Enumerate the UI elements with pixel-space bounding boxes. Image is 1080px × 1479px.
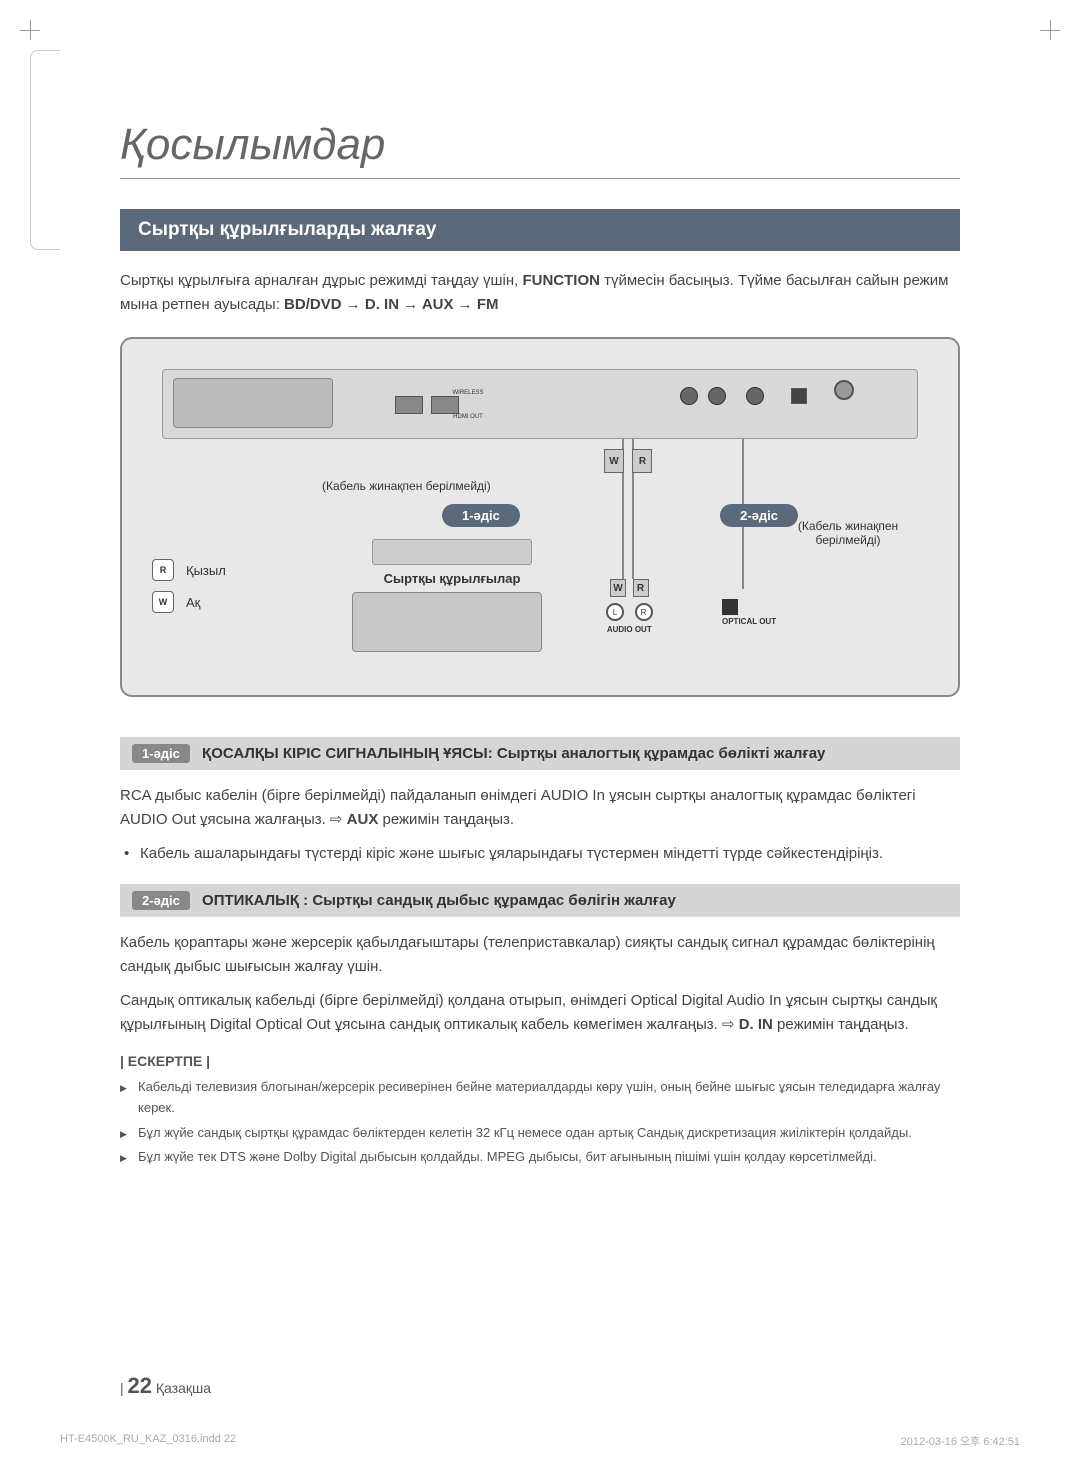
device-rear-panel: WIRELESS HDMI OUT — [162, 369, 918, 439]
right-ports — [677, 380, 897, 430]
cable-note-2: (Кабель жинақпен берілмейді) — [788, 519, 908, 547]
m2-din: D. IN — [739, 1016, 773, 1033]
method2-para1: Кабель қораптары және жерсерік қабылдағы… — [120, 931, 960, 979]
footer-language: Қазақша — [156, 1380, 211, 1396]
out-r: R — [635, 603, 653, 621]
optical-port — [722, 599, 738, 615]
m1-bullet: Кабель ашаларындағы түстерді кіріс және … — [124, 842, 960, 866]
note-list: Кабельді телевизия блогынан/жерсерік рес… — [120, 1077, 960, 1168]
aux-port-w — [680, 387, 698, 405]
optical-out-label: OPTICAL OUT — [722, 617, 776, 626]
m1-text-p2: режимін таңдаңыз. — [378, 811, 514, 828]
method1-pill-inline: 1-әдіс — [132, 744, 190, 763]
wr-row2: W R — [602, 579, 657, 597]
optical-out-block: OPTICAL OUT — [722, 599, 776, 626]
intro-part1: Сыртқы құрылғыға арналған дұрыс режимді … — [120, 272, 522, 289]
wr2-r: R — [633, 579, 649, 597]
method2-pill-inline: 2-әдіс — [132, 891, 190, 910]
legend-red-label: Қызыл — [186, 563, 226, 578]
wr2-w: W — [610, 579, 626, 597]
cable-note2-line1: (Кабель жинақпен — [798, 519, 898, 533]
note-item-2: Бұл жүйе тек DTS және Dolby Digital дыбы… — [120, 1147, 960, 1168]
aux-port-r — [708, 387, 726, 405]
legend-w-badge: W — [152, 591, 174, 613]
print-file: HT-E4500K_RU_KAZ_0316.indd 22 — [60, 1433, 236, 1449]
lr-circles: L R — [602, 603, 657, 621]
video-out-port — [746, 387, 764, 405]
print-time: 2012-03-16 오후 6:42:51 — [901, 1433, 1020, 1449]
m1-aux: AUX — [347, 811, 379, 828]
lan-port — [431, 396, 459, 414]
legend-white-row: W Ақ — [152, 591, 226, 613]
page-number-block: | 22 Қазақша — [120, 1380, 211, 1396]
out-l: L — [606, 603, 624, 621]
cable-note2-line2: берілмейді) — [815, 533, 880, 547]
wr-r: R — [632, 449, 652, 473]
page-content: Қосылымдар Сыртқы құрылғыларды жалғау Сы… — [0, 0, 1080, 1232]
intro-text: Сыртқы құрылғыға арналған дұрыс режимді … — [120, 269, 960, 317]
note-item-0: Кабельді телевизия блогынан/жерсерік рес… — [120, 1077, 960, 1119]
page-footer: | 22 Қазақша — [120, 1373, 960, 1399]
legend-white-label: Ақ — [186, 595, 200, 610]
external-device: Сыртқы құрылғылар — [352, 539, 552, 652]
print-footer: HT-E4500K_RU_KAZ_0316.indd 22 2012-03-16… — [60, 1433, 1020, 1449]
wr-w: W — [604, 449, 624, 473]
device-top — [372, 539, 532, 565]
page-number: 22 — [128, 1373, 152, 1398]
method2-para2: Сандық оптикалық кабельді (бірге берілме… — [120, 989, 960, 1037]
method1-title: ҚОСАЛҚЫ КІРІС СИГНАЛЫНЫҢ ҰЯСЫ: Сыртқы ан… — [198, 745, 826, 762]
audio-out-ports: W R L R AUDIO OUT — [602, 579, 657, 634]
wireless-port — [395, 396, 423, 414]
m1-text-p1: RCA дыбыс кабелін (бірге берілмейді) пай… — [120, 787, 916, 828]
method2-title: ОПТИКАЛЫҚ : Сыртқы сандық дыбыс құрамдас… — [198, 892, 676, 909]
legend-red-row: R Қызыл — [152, 559, 226, 581]
legend-r-badge: R — [152, 559, 174, 581]
ext-device-label: Сыртқы құрылғылар — [352, 571, 552, 586]
note-label: | ЕСКЕРТПЕ | — [120, 1053, 960, 1069]
note-item-1: Бұл жүйе сандық сыртқы құрамдас бөліктер… — [120, 1123, 960, 1144]
audio-out-label: AUDIO OUT — [602, 625, 657, 634]
wr-connectors: W R — [602, 449, 654, 473]
m2-p2-part2: режимін таңдаңыз. — [773, 1016, 909, 1033]
cable-note-1: (Кабель жинақпен берілмейді) — [322, 479, 491, 493]
section-header: Сыртқы құрылғыларды жалғау — [120, 209, 960, 251]
fm-ant-port — [834, 380, 854, 400]
color-legend: R Қызыл W Ақ — [152, 559, 226, 623]
method1-pill: 1-әдіс — [442, 504, 520, 527]
method2-heading: 2-әдіс ОПТИКАЛЫҚ : Сыртқы сандық дыбыс қ… — [120, 884, 960, 917]
speaker-terminals — [173, 378, 333, 428]
optical-in-port — [791, 388, 807, 404]
method1-heading: 1-әдіс ҚОСАЛҚЫ КІРІС СИГНАЛЫНЫҢ ҰЯСЫ: Сы… — [120, 737, 960, 770]
hdmi-label: HDMI OUT — [393, 414, 543, 420]
mode-sequence: BD/DVD → D. IN → AUX → FM — [284, 296, 498, 313]
main-title: Қосылымдар — [120, 120, 960, 179]
method2-pill: 2-әдіс — [720, 504, 798, 527]
connection-diagram: WIRELESS HDMI OUT W R (Кабель жинақпен б… — [120, 337, 960, 697]
method1-bullets: Кабель ашаларындағы түстерді кіріс және … — [124, 842, 960, 866]
device-box — [352, 592, 542, 652]
method1-text: RCA дыбыс кабелін (бірге берілмейді) пай… — [120, 784, 960, 832]
function-label: FUNCTION — [522, 272, 600, 289]
mid-ports: WIRELESS HDMI OUT — [393, 390, 543, 426]
